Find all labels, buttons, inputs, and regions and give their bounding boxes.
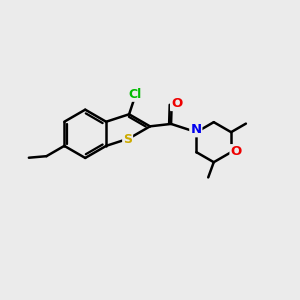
- Text: N: N: [190, 123, 201, 136]
- Text: S: S: [123, 134, 132, 146]
- Text: O: O: [230, 145, 242, 158]
- Text: O: O: [171, 97, 182, 110]
- Text: Cl: Cl: [128, 88, 142, 101]
